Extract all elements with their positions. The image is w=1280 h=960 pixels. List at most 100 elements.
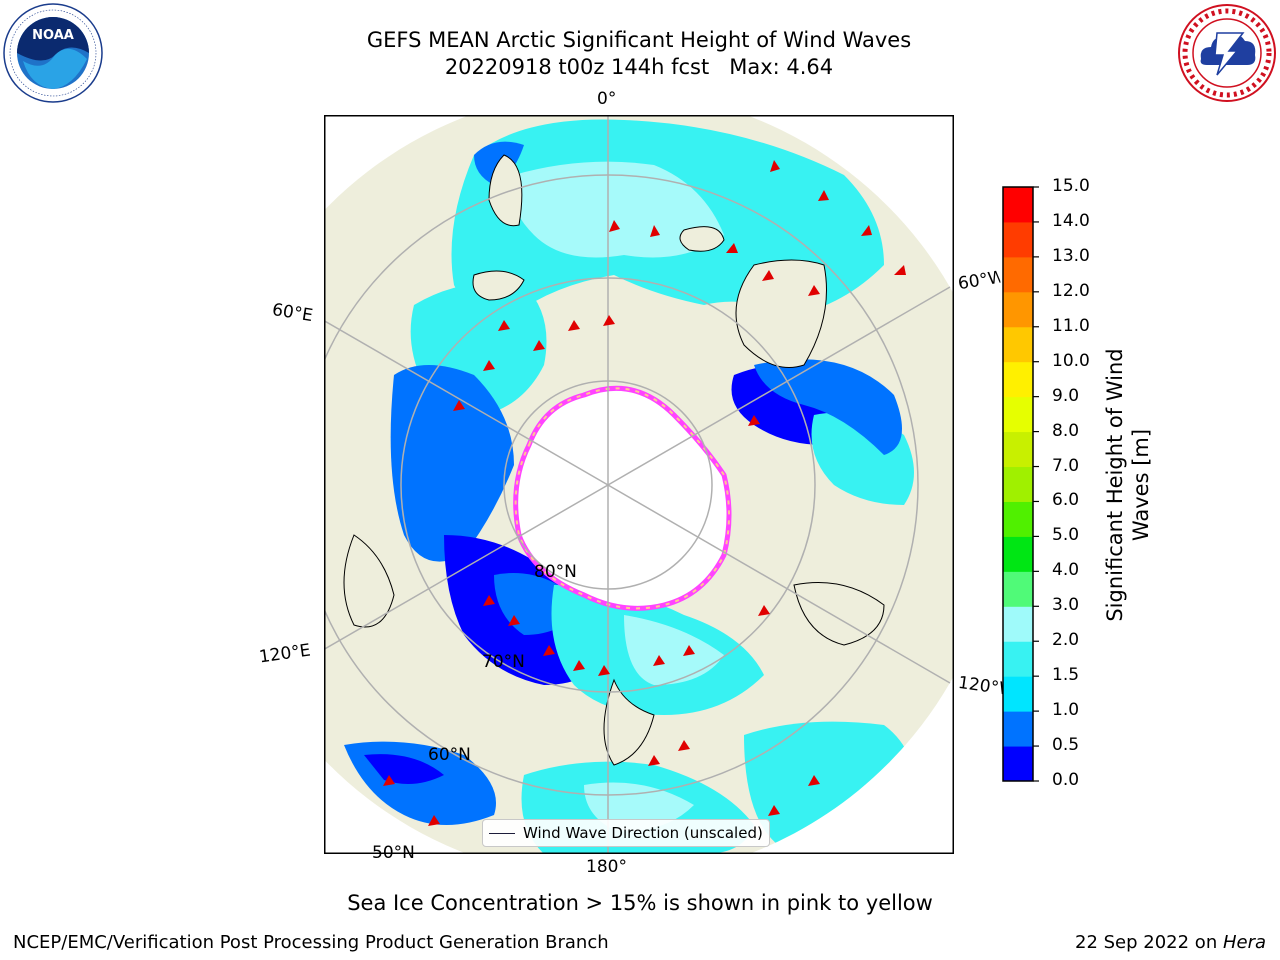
footer-left: NCEP/EMC/Verification Post Processing Pr… [13,932,609,953]
footer-host: Hera [1222,932,1266,953]
colorbar-tick-label: 8.0 [1052,420,1080,441]
chukchi-light [624,615,724,685]
colorbar-segment [1003,501,1033,537]
arrow [383,775,395,786]
arrow [808,285,820,296]
chart-title: GEFS MEAN Arctic Significant Height of W… [366,28,912,52]
lon-label-60e: 60°E [270,299,315,327]
colorbar-segment [1003,711,1033,747]
okhotsk-low [364,754,444,784]
graticule [324,115,951,854]
footer-date: 22 Sep 2022 on [1075,932,1223,953]
lon-label-120w: 120°W [956,672,1006,700]
colorbar-tick-label: 1.0 [1052,700,1080,721]
arrow [483,360,495,371]
nws-logo [1178,4,1276,102]
colorbar-tick-label: 2.0 [1052,630,1080,651]
arrow [603,315,615,326]
colorbar-tick-label: 1.5 [1052,665,1080,686]
svalbard [472,270,525,301]
arrow [609,220,620,232]
sea-ice-note: Sea Ice Concentration > 15% is shown in … [347,891,933,915]
wind-wave-arrows [383,160,906,826]
colorbar-segment [1003,326,1033,363]
legend-label: Wind Wave Direction (unscaled) [523,824,763,842]
nordic-waves-light [511,161,724,258]
arctic-wave-map [324,115,954,854]
arrow [573,660,585,671]
legend-line-swatch [489,832,515,834]
arrow [428,815,440,826]
colorbar-segment [1003,746,1033,782]
colorbar-tick-label: 12.0 [1052,280,1090,301]
colorbar-frame [1002,186,1034,782]
colorbar-tick-label: 15.0 [1052,176,1090,196]
colorbar-tick-label: 5.0 [1052,525,1080,546]
colorbar-tick-label: 6.0 [1052,490,1080,511]
arrow [678,740,690,751]
arrow [498,320,510,331]
colorbar-segment [1003,361,1033,398]
colorbar [1002,186,1039,782]
arrow [770,160,780,172]
arrow [748,415,760,426]
colorbar-segment [1003,431,1033,468]
arrow [861,225,872,236]
arrow [650,225,660,237]
colorbar-segment [1003,641,1033,677]
colorbar-label-line1: Significant Height of Wind [1103,348,1127,622]
sea-ice-edge-orange [514,387,730,610]
map-boundary-mask [324,115,954,854]
greenland [735,259,827,368]
lon-label-60w: 60°W [956,267,1002,295]
footer-right: 22 Sep 2022 on Hera [1075,932,1266,953]
arrow [683,645,695,656]
colorbar-segment [1003,536,1033,572]
colorbar-segment [1003,256,1033,293]
arrow [758,605,770,616]
arrow [533,340,545,351]
noaa-logo-text: NOAA [32,28,74,43]
arrow [894,265,906,275]
scandinavia [488,154,523,227]
lon-label-0: 0° [597,89,617,109]
lat-label-80n: 80°N [534,562,577,582]
arrow [508,615,520,626]
colorbar-segment [1003,291,1033,328]
colorbar-segment [1003,571,1033,607]
colorbar-segment [1003,187,1033,223]
colorbar-segment [1003,221,1033,258]
colorbar-tick-label: 3.0 [1052,595,1080,616]
colorbar-tick-label: 4.0 [1052,560,1080,581]
colorbar-label-line2: Waves [m] [1129,428,1153,542]
colorbar-tick-label: 11.0 [1052,315,1090,336]
lat-label-60n: 60°N [428,745,471,765]
arrow [653,655,665,666]
lon-label-180: 180° [586,857,627,877]
canadian-archipelago [793,582,885,646]
arrow [808,775,820,786]
colorbar-tick-label: 0.5 [1052,735,1080,756]
colorbar-tick-label: 14.0 [1052,210,1090,231]
colorbar-segment [1003,606,1033,642]
colorbar-tick-label: 0.0 [1052,770,1080,790]
arrow [543,645,555,656]
chart-subtitle: 20220918 t00z 144h fcst Max: 4.64 [444,55,834,79]
lon-label-120e: 120°E [257,640,312,668]
arrow [568,320,580,331]
arrow [453,400,465,411]
colorbar-tick-label: 7.0 [1052,455,1080,476]
colorbar-tick-label: 13.0 [1052,245,1090,266]
colorbar-tick-label: 9.0 [1052,385,1080,406]
arrow [598,665,610,676]
bering-strait-land [603,678,655,766]
siberia-coast [343,534,395,628]
labrador-waves [754,359,902,455]
arrow [768,805,780,816]
kara-waves [390,365,514,562]
lat-label-70n: 70°N [482,652,525,672]
colorbar-segment [1003,396,1033,433]
noaa-logo: NOAA [3,3,103,103]
arrow [726,243,738,253]
iceland [679,226,725,252]
